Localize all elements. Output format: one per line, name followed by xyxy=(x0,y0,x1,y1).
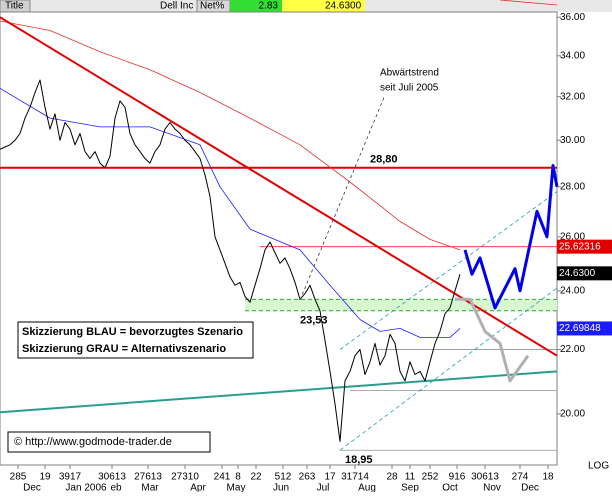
x-tick-label: 8 xyxy=(235,472,241,483)
legend-text: Skizzierung BLAU = bevorzugtes Szenario xyxy=(22,326,243,338)
legend-box xyxy=(17,321,254,359)
month-label: Aug xyxy=(358,483,376,492)
month-label: Sep xyxy=(401,483,419,492)
decor-line xyxy=(499,0,558,6)
y-tick-label: 30.00 xyxy=(560,135,585,146)
month-label: Dec xyxy=(521,483,539,492)
x-tick-label: 27613 xyxy=(134,472,162,483)
y-tick-label: 24.00 xyxy=(560,285,585,296)
y-tick-label: 22.00 xyxy=(560,344,585,355)
change-cell xyxy=(230,0,282,12)
annotation: Abwärtstrend xyxy=(380,68,439,79)
month-label: Mar xyxy=(141,483,159,492)
series-line xyxy=(0,370,558,414)
month-label: Oct xyxy=(442,483,458,492)
source: © http://www.godmode-trader.de xyxy=(14,436,172,448)
x-tick-label: 18 xyxy=(542,472,554,483)
x-tick-label: 22 xyxy=(250,472,262,483)
month-label: Jun xyxy=(273,483,289,492)
x-tick-label: 512 xyxy=(275,472,292,483)
month-label: Nov xyxy=(483,483,501,492)
series-line xyxy=(339,191,558,350)
last-cell xyxy=(282,0,365,12)
annotation-pointer xyxy=(299,94,386,301)
y-tick-label: 34.00 xyxy=(560,50,585,61)
x-tick-label: 31714 xyxy=(341,472,369,483)
series-line xyxy=(0,87,461,338)
series-line xyxy=(0,79,461,442)
month-label: Dec xyxy=(23,483,41,492)
x-tick-label: 30613 xyxy=(98,472,126,483)
source-box xyxy=(7,431,211,453)
level-label: 28,80 xyxy=(370,154,398,166)
y-tick-label: 36.00 xyxy=(560,12,585,23)
x-tick-label: 263 xyxy=(299,472,316,483)
x-tick-label: 252 xyxy=(422,472,439,483)
y-tick-label: 28.00 xyxy=(560,181,585,192)
x-tick-label: 17 xyxy=(324,472,336,483)
x-tick-label: 11 xyxy=(405,472,416,483)
x-tick-label: 3917 xyxy=(59,472,82,483)
plot: 28,80 23,53 18,95 xyxy=(0,16,559,466)
x-tick-label: 28 xyxy=(386,472,398,483)
x-tick-label: 241 xyxy=(214,472,231,483)
price-tag-label: 24.6300 xyxy=(559,268,596,279)
series-line xyxy=(339,287,558,451)
level-label: 18,95 xyxy=(345,454,373,466)
price-tag xyxy=(557,266,612,281)
price-tag-label: 22.69848 xyxy=(559,323,601,334)
x-tick-label: 30613 xyxy=(471,472,499,483)
series-line xyxy=(455,297,530,383)
x-tick-label: 274 xyxy=(512,472,529,483)
legend-text: Skizzierung GRAU = Alternativszenario xyxy=(22,343,226,355)
support-band xyxy=(245,299,557,311)
plot-area xyxy=(0,11,558,466)
month-label: Apr xyxy=(190,483,206,492)
change: 2.83 xyxy=(259,1,279,12)
x-tick-label: 285 xyxy=(10,472,27,483)
symbol: Dell Inc xyxy=(160,1,193,12)
series-line xyxy=(0,20,461,251)
x-tick-label: 27310 xyxy=(171,472,199,483)
price-tag-label: 25.62316 xyxy=(559,241,601,252)
month-label: May xyxy=(227,483,246,492)
change-label: Net% xyxy=(200,1,225,12)
x-tick-label: 916 xyxy=(449,472,466,483)
last-price: 24.6300 xyxy=(325,1,362,12)
y-tick-label: 32.00 xyxy=(560,91,585,102)
x-tick-label: 19 xyxy=(39,472,51,483)
series-line xyxy=(463,164,559,310)
price-tag xyxy=(557,239,612,254)
month-label: Jan 2006 xyxy=(65,483,107,492)
month-label: Jul xyxy=(317,483,330,492)
y-tick-label: 26.00 xyxy=(560,231,585,242)
price-tag xyxy=(557,321,612,336)
month-label: eb xyxy=(110,483,122,492)
header-title: Title xyxy=(5,1,24,12)
level-label: 23,53 xyxy=(300,315,328,327)
scale-label: LOG xyxy=(588,461,609,472)
y-tick-label: 20.00 xyxy=(560,408,585,419)
annotation: seit Juli 2005 xyxy=(380,83,439,94)
